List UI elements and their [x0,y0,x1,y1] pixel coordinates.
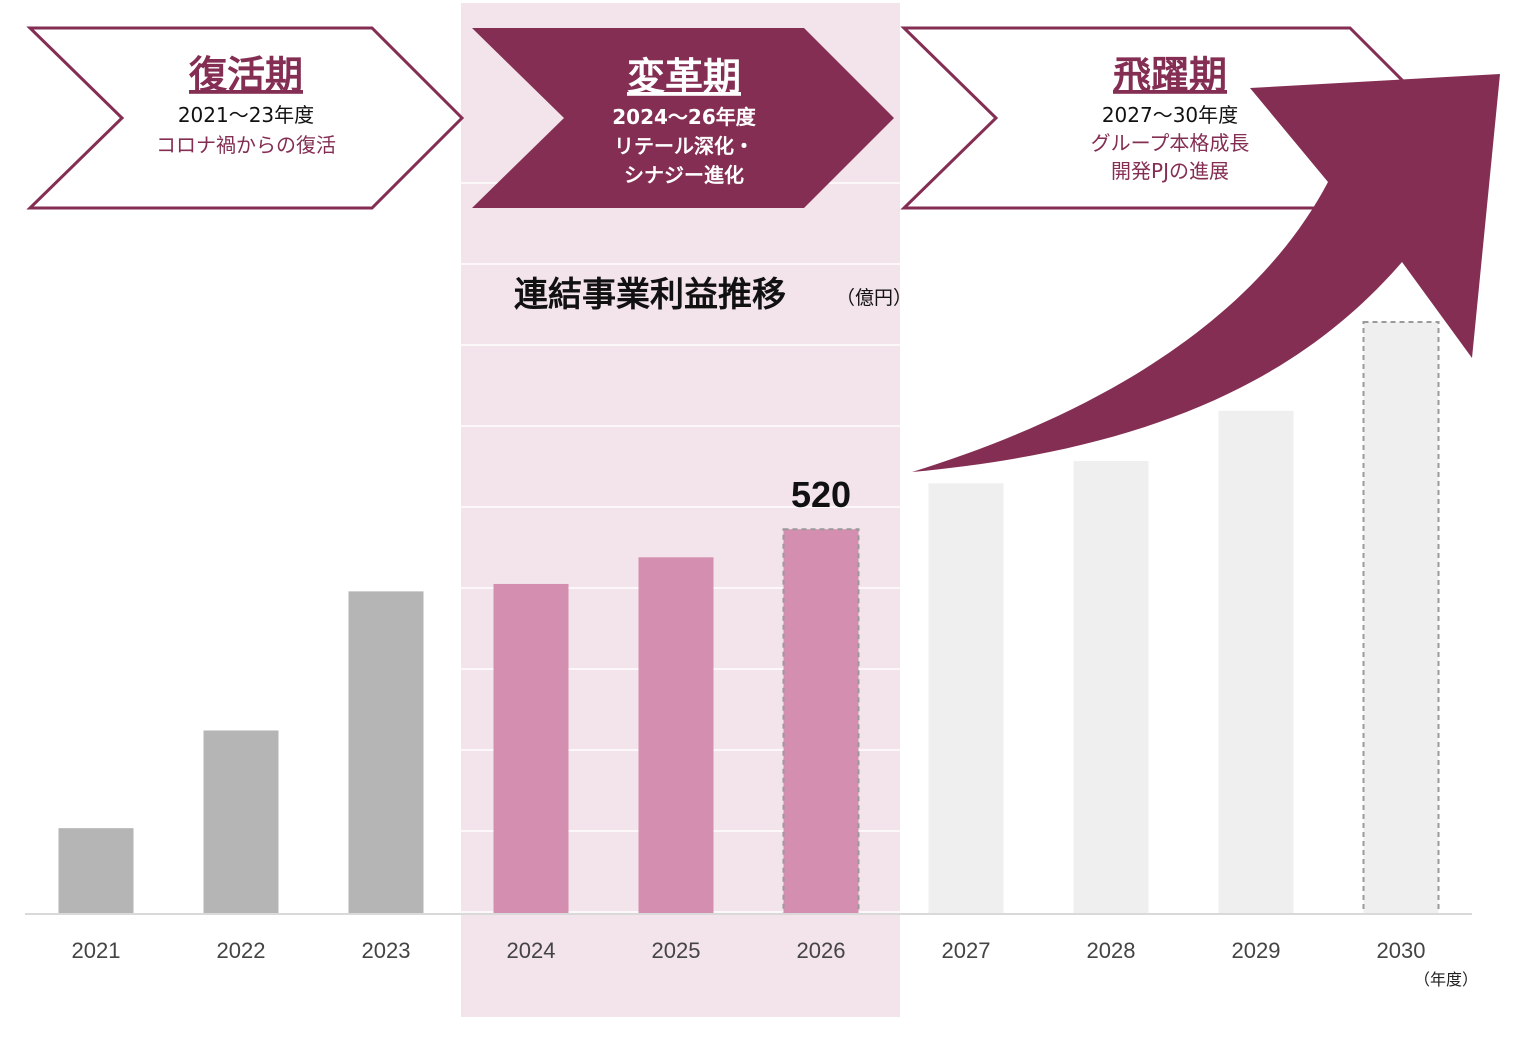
phase-title-transformation: 変革期 [627,55,741,99]
x-tick-2022: 2022 [217,938,266,963]
phase-desc-transformation-line-1: リテール深化・ [614,134,754,158]
bar-2024 [493,583,569,914]
phase-title-leap: 飛躍期 [1113,53,1227,97]
x-tick-2028: 2028 [1087,938,1136,963]
phase-desc-recovery-line-1: コロナ禍からの復活 [156,133,336,157]
x-axis-unit: （年度） [1414,970,1478,989]
phase-title-recovery: 復活期 [188,53,303,97]
phase-years-leap: 2027～30年度 [1102,103,1238,127]
phase-chevron-transformation: 変革期 2024～26年度 リテール深化・ シナジー進化 [472,28,894,208]
data-labels: 520 [791,474,851,515]
chart-title-unit: （億円） [836,287,912,309]
bar-2030 [1362,321,1440,915]
x-tick-2021: 2021 [72,938,121,963]
phase-chevron-recovery: 復活期 2021～23年度 コロナ禍からの復活 [26,26,465,210]
bar-2023 [348,591,424,914]
phase-desc-transformation-line-2: シナジー進化 [624,163,744,187]
big-upward-curved-arrow-icon [912,74,1500,472]
bar-2022 [203,730,279,914]
chart-title: 連結事業利益推移 [514,275,786,315]
x-tick-2029: 2029 [1232,938,1281,963]
x-tick-2030: 2030 [1377,938,1426,963]
x-axis-tick-labels: 2021 2022 2023 2024 2025 2026 2027 2028 2029 2030 [72,938,1426,963]
x-tick-2024: 2024 [507,938,556,963]
phase-desc-leap-line-1: グループ本格成長 [1091,131,1250,155]
phase-years-transformation: 2024～26年度 [612,105,756,129]
bar-2027 [928,483,1004,914]
phase-chevron-leap: 飛躍期 2027～30年度 グループ本格成長 開発PJの進展 [900,26,1443,210]
x-tick-2027: 2027 [942,938,991,963]
x-tick-2025: 2025 [652,938,701,963]
bar-2028 [1073,461,1149,914]
bar-2025 [638,557,714,914]
x-tick-2026: 2026 [797,938,846,963]
bar-2029 [1218,410,1294,914]
bar-2021 [58,828,134,914]
bar-2026 [782,528,860,915]
phase-desc-leap-line-2: 開発PJの進展 [1111,159,1229,183]
phase-years-recovery: 2021～23年度 [178,103,314,127]
x-tick-2023: 2023 [362,938,411,963]
bar-series [58,321,1440,915]
data-label-2026: 520 [791,474,851,515]
